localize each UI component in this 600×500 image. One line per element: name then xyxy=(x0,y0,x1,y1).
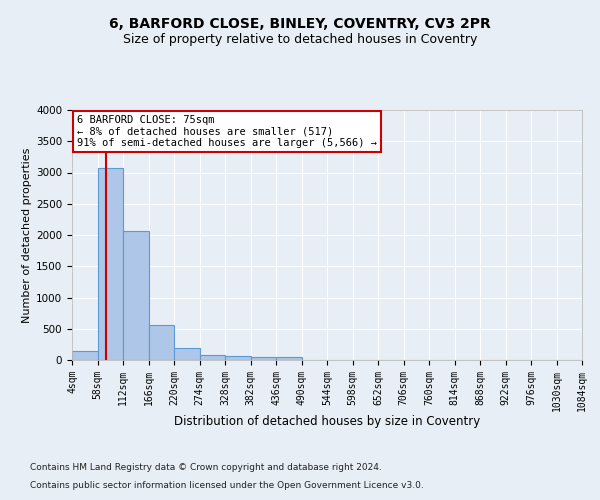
Bar xyxy=(123,231,149,360)
Text: Contains HM Land Registry data © Crown copyright and database right 2024.: Contains HM Land Registry data © Crown c… xyxy=(30,464,382,472)
Bar xyxy=(200,355,225,360)
Bar xyxy=(174,348,199,360)
X-axis label: Distribution of detached houses by size in Coventry: Distribution of detached houses by size … xyxy=(174,415,480,428)
Bar xyxy=(276,357,302,360)
Text: 6, BARFORD CLOSE, BINLEY, COVENTRY, CV3 2PR: 6, BARFORD CLOSE, BINLEY, COVENTRY, CV3 … xyxy=(109,18,491,32)
Bar xyxy=(97,168,123,360)
Text: Size of property relative to detached houses in Coventry: Size of property relative to detached ho… xyxy=(123,32,477,46)
Bar xyxy=(225,356,251,360)
Bar xyxy=(251,357,276,360)
Bar xyxy=(149,325,174,360)
Bar xyxy=(72,351,97,360)
Text: 6 BARFORD CLOSE: 75sqm
← 8% of detached houses are smaller (517)
91% of semi-det: 6 BARFORD CLOSE: 75sqm ← 8% of detached … xyxy=(77,115,377,148)
Text: Contains public sector information licensed under the Open Government Licence v3: Contains public sector information licen… xyxy=(30,481,424,490)
Y-axis label: Number of detached properties: Number of detached properties xyxy=(22,148,32,322)
